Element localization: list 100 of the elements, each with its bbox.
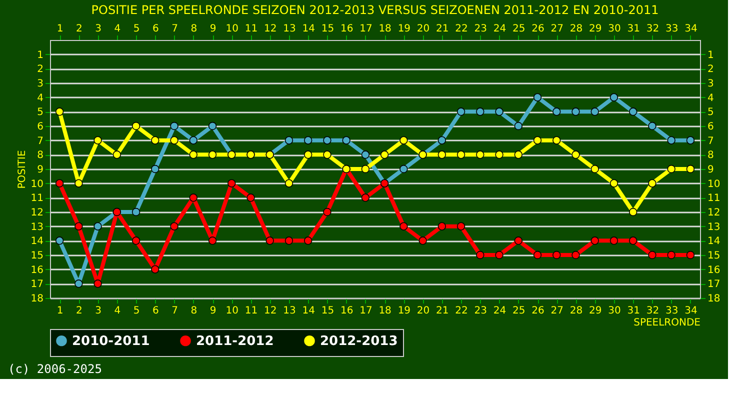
point [667, 164, 676, 174]
y-tick-label: 10 [30, 178, 44, 190]
x-tick-label: 18 [378, 24, 392, 34]
point [74, 280, 83, 288]
point [304, 136, 312, 144]
x2-tick-label: 22 [455, 306, 468, 316]
point [572, 150, 580, 159]
x-tick-label: 33 [665, 24, 678, 34]
x-tick-label: 6 [152, 24, 159, 34]
y-tick-label: 12 [30, 208, 44, 218]
x2-tick-label: 2 [76, 306, 82, 316]
x-tick-label: 4 [114, 24, 121, 34]
point [94, 280, 102, 288]
x2-tick-label: 8 [190, 306, 198, 316]
point [552, 136, 561, 144]
point [284, 136, 294, 144]
point [628, 208, 638, 216]
y2-tick-label: 12 [708, 208, 720, 218]
point [189, 194, 198, 202]
x-tick-label: 2 [76, 24, 82, 34]
x-tick-label: 27 [550, 24, 564, 34]
point [284, 179, 294, 188]
point [590, 164, 599, 174]
x2-tick-label: 1 [56, 306, 64, 316]
x2-tick-label: 31 [627, 306, 640, 316]
point [686, 136, 695, 144]
x-tick-label: 5 [133, 24, 140, 34]
x2-tick-label: 29 [588, 306, 602, 316]
point [418, 236, 427, 245]
point [361, 194, 370, 202]
point [572, 108, 580, 116]
point [132, 208, 140, 216]
point [590, 108, 599, 116]
point [495, 150, 504, 159]
x2-tick-label: 27 [550, 306, 564, 316]
x2-tick-label: 23 [474, 306, 488, 316]
x2-tick-label: 12 [264, 306, 277, 316]
y-tick-label: 17 [30, 279, 44, 290]
y2-tick-label: 6 [708, 122, 714, 132]
y-tick-label: 13 [30, 222, 44, 233]
point [400, 136, 408, 144]
point [552, 108, 561, 116]
x2-tick-label: 30 [608, 306, 621, 316]
x2-tick-label: 16 [340, 306, 354, 316]
chart-title: POSITIE PER SPEELRONDE SEIZOEN 2012-2013 VERSUS SEIZOENEN 2011-2012 EN 2010-2011 [91, 3, 659, 17]
point [686, 250, 695, 260]
y-tick-label: 15 [30, 250, 44, 262]
point [648, 122, 656, 130]
point [208, 122, 217, 130]
point [514, 236, 522, 245]
point [55, 236, 64, 245]
y-tick-label: 2 [37, 64, 44, 76]
point [284, 236, 294, 245]
x-tick-label: 3 [95, 24, 102, 34]
point [55, 179, 64, 188]
y2-tick-label: 1 [708, 50, 714, 61]
y-tick-label: 9 [37, 164, 44, 176]
x2-tick-label: 6 [152, 306, 159, 316]
point [514, 150, 522, 159]
point [628, 108, 638, 116]
point [438, 222, 446, 230]
point [151, 136, 160, 144]
point [533, 93, 542, 102]
x-tick-label: 8 [190, 24, 198, 34]
x2-tick-label: 25 [512, 306, 526, 316]
point [476, 250, 484, 260]
point [189, 150, 198, 159]
x2-tick-label: 7 [172, 306, 178, 316]
x-tick-label: 26 [532, 24, 544, 34]
x-tick-label: 11 [244, 24, 258, 34]
x-tick-label: 34 [684, 24, 698, 34]
point [552, 250, 561, 260]
text: (c) 2006-2025 [8, 362, 102, 376]
point [323, 208, 332, 216]
y-axis-title: POSITIE [16, 150, 28, 189]
x-tick-label: 16 [340, 24, 354, 34]
y2-tick-label: 15 [708, 250, 720, 262]
point [667, 250, 676, 260]
x2-tick-label: 20 [416, 306, 430, 316]
point [686, 164, 695, 174]
point [304, 236, 312, 245]
x-tick-label: 20 [416, 24, 430, 34]
y2-tick-label: 14 [708, 236, 720, 248]
y-tick-label: 6 [37, 122, 44, 132]
y2-tick-label: 10 [708, 178, 720, 190]
x-tick-label: 10 [226, 24, 238, 34]
x-tick-label: 28 [570, 24, 583, 34]
x-tick-label: 13 [283, 24, 296, 34]
y2-tick-label: 7 [708, 136, 714, 147]
y2-tick-label: 2 [708, 64, 714, 76]
x2-tick-label: 24 [493, 306, 506, 316]
y2-tick-label: 18 [708, 294, 720, 304]
y2-tick-label: 3 [708, 78, 714, 90]
x2-tick-label: 28 [570, 306, 583, 316]
point [476, 108, 484, 116]
point [628, 236, 638, 245]
point [266, 236, 274, 245]
x-tick-label: 21 [436, 24, 449, 34]
x2-tick-label: 13 [283, 306, 296, 316]
x-tick-label: 1 [56, 24, 64, 34]
